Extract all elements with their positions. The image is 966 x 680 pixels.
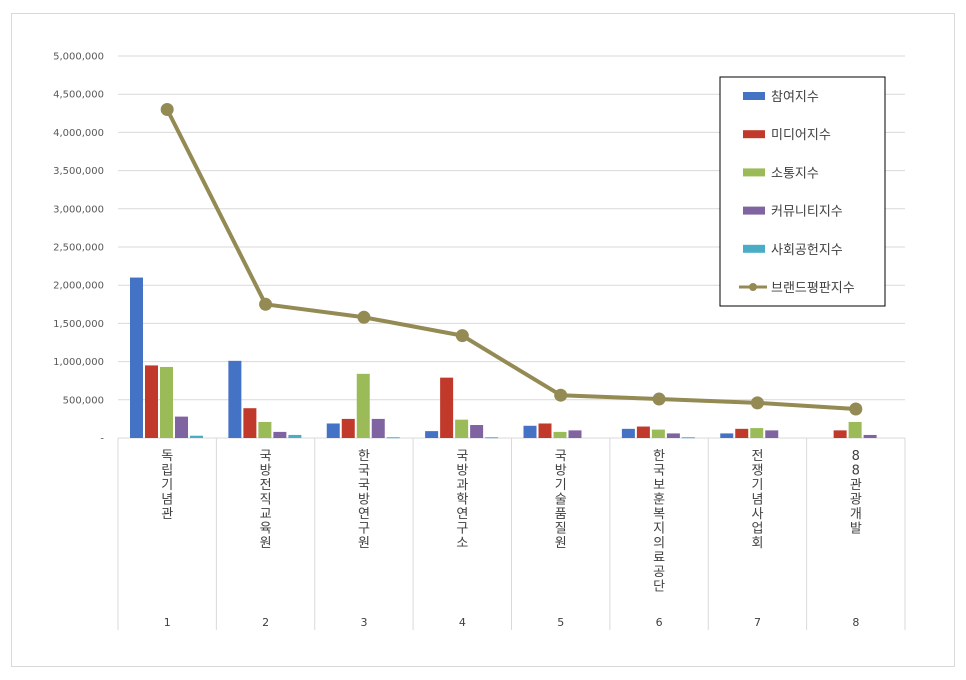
bar [681, 437, 695, 439]
legend-label: 사회공헌지수 [771, 243, 843, 258]
line-point [849, 402, 863, 416]
category-number: 6 [656, 616, 663, 629]
category-number: 2 [262, 616, 269, 629]
bar [568, 430, 582, 438]
legend-label: 소통지수 [771, 166, 819, 181]
bar [720, 433, 734, 438]
bar [455, 419, 469, 438]
line-point [259, 297, 273, 311]
y-tick-label: 5,000,000 [53, 52, 104, 63]
legend-box [719, 76, 886, 307]
category-number: 7 [754, 616, 761, 629]
category-number: 8 [852, 616, 859, 629]
bar [833, 430, 847, 438]
bar [470, 425, 484, 438]
bar [621, 428, 635, 438]
bar [553, 431, 567, 438]
y-tick-label: 4,000,000 [53, 128, 104, 139]
bar [228, 360, 242, 438]
line-point [357, 310, 371, 324]
line-series [165, 108, 856, 411]
line-point [554, 388, 568, 402]
bar [288, 434, 302, 438]
bar [341, 418, 355, 438]
legend-marker [749, 283, 757, 291]
y-tick-label: 2,000,000 [53, 281, 104, 292]
category-number: 1 [164, 616, 171, 629]
bar [538, 423, 552, 438]
legend-swatch [743, 92, 765, 100]
y-tick-label: 2,500,000 [53, 243, 104, 254]
bar [356, 373, 370, 438]
bar [863, 434, 877, 438]
line-point [750, 396, 764, 410]
bar [735, 428, 749, 438]
legend-swatch [743, 168, 765, 177]
y-tick-label: 4,500,000 [53, 90, 104, 101]
bar [523, 425, 537, 438]
bar [175, 416, 188, 438]
legend-label: 참여지수 [771, 90, 819, 105]
bar [425, 431, 439, 438]
bar [750, 428, 764, 438]
bar [190, 435, 203, 438]
bar [636, 426, 650, 438]
y-tick-label: 500,000 [63, 395, 104, 406]
legend-swatch [743, 130, 765, 139]
y-tick-label: 1,500,000 [53, 319, 104, 330]
legend-label: 커뮤니티지수 [771, 205, 843, 220]
y-tick-label: - [100, 434, 104, 445]
y-tick-label: 3,500,000 [53, 166, 104, 177]
bar [326, 423, 340, 438]
category-number: 4 [459, 616, 466, 629]
category-number: 5 [557, 616, 564, 629]
bar [160, 366, 173, 438]
bar [386, 437, 400, 439]
line-point [455, 329, 469, 343]
line-point [652, 392, 666, 406]
category-number: 3 [360, 616, 367, 629]
y-tick-label: 3,000,000 [53, 204, 104, 215]
bar [243, 408, 257, 438]
legend-label: 브랜드평판지수 [771, 281, 855, 296]
line-point [160, 102, 174, 116]
legend-label: 미디어지수 [771, 128, 831, 143]
bar [765, 430, 779, 438]
bar [258, 421, 272, 438]
bar [848, 421, 862, 438]
bar [130, 277, 143, 438]
bar [145, 365, 158, 438]
y-tick-label: 1,000,000 [53, 357, 104, 368]
bar [273, 431, 287, 438]
bar [371, 418, 385, 438]
bar [440, 377, 454, 438]
bar [666, 433, 680, 438]
legend-swatch [743, 206, 765, 215]
bar [485, 437, 499, 439]
bar [651, 429, 665, 438]
legend-swatch [743, 244, 765, 253]
